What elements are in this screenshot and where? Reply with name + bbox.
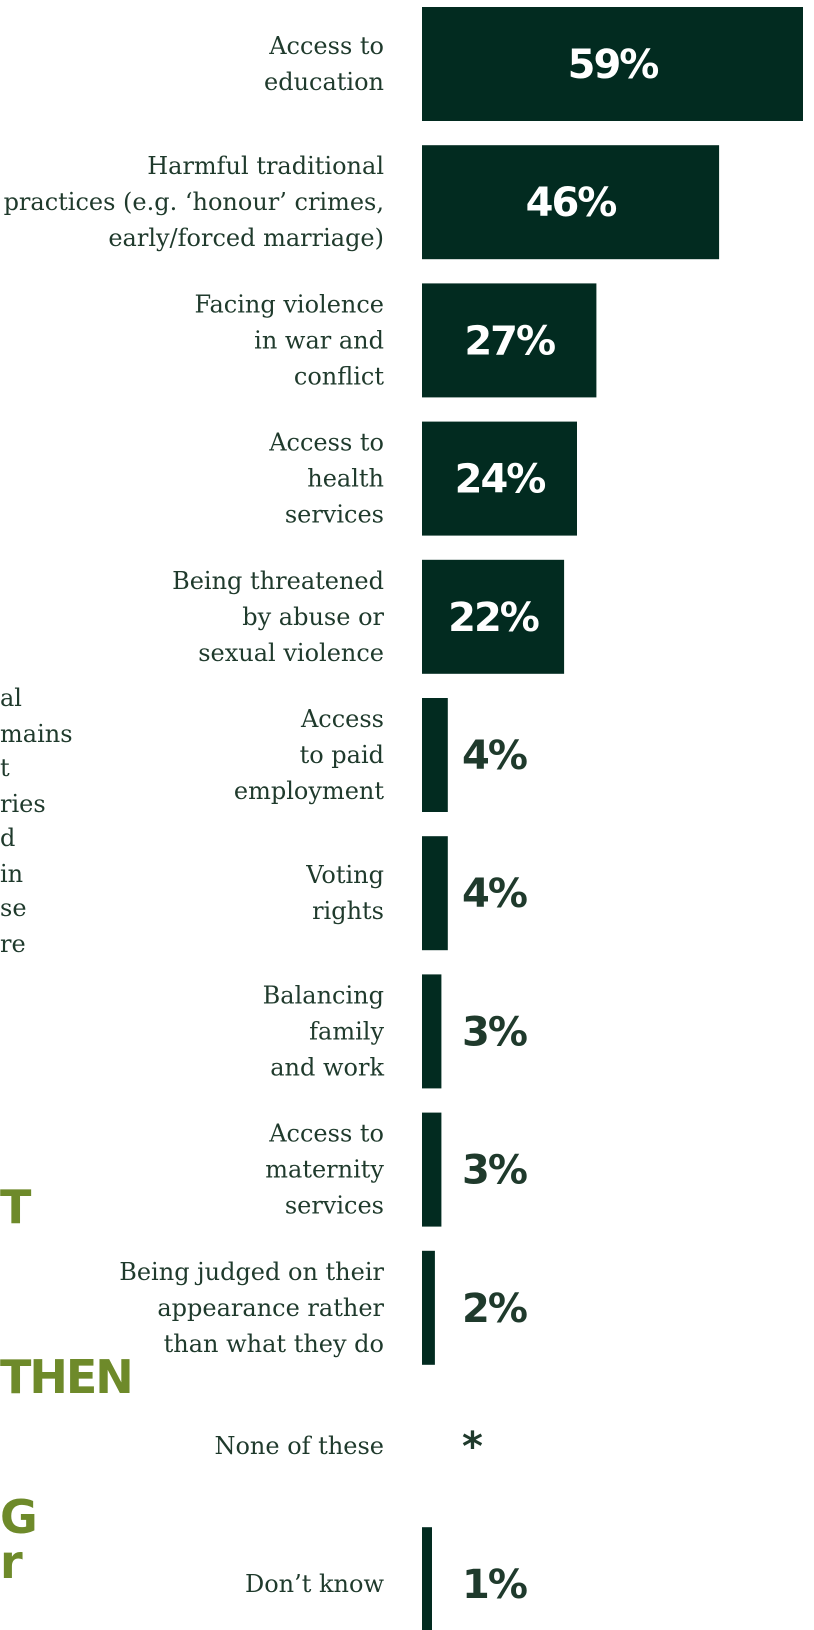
value-label-9: 3% bbox=[462, 1148, 527, 1194]
category-label-6-line-3: employment bbox=[234, 777, 384, 805]
category-label-4-line-2: health bbox=[307, 465, 384, 493]
category-label-5-line-1: Being threatened bbox=[172, 567, 384, 595]
category-label-1-line-2: education bbox=[264, 68, 384, 96]
side-text-line-8: re bbox=[0, 930, 26, 958]
value-label-5: 22% bbox=[448, 595, 539, 641]
category-label-7-line-1: Voting bbox=[305, 861, 384, 889]
bar-2 bbox=[422, 145, 720, 260]
category-label-12-line-1: Don’t know bbox=[245, 1570, 385, 1598]
bar-10 bbox=[422, 1250, 435, 1365]
value-label-2: 46% bbox=[526, 180, 617, 226]
value-label-6: 4% bbox=[462, 733, 527, 779]
value-label-8: 3% bbox=[462, 1009, 527, 1055]
side-text-line-5: d bbox=[0, 824, 16, 852]
value-label-11: * bbox=[462, 1424, 483, 1470]
side-heading-2: THEN bbox=[0, 1350, 134, 1404]
category-label-8-line-2: family bbox=[309, 1017, 384, 1045]
bar-8 bbox=[422, 974, 442, 1089]
bar-9 bbox=[422, 1112, 442, 1227]
bar-7 bbox=[422, 836, 448, 951]
category-label-10-line-3: than what they do bbox=[164, 1330, 384, 1358]
category-label-8-line-1: Balancing bbox=[263, 981, 384, 1009]
category-label-7-line-2: rights bbox=[312, 897, 384, 925]
category-label-9-line-3: services bbox=[285, 1192, 384, 1220]
category-label-1-line-1: Access to bbox=[268, 32, 384, 60]
category-label-9-line-1: Access to bbox=[268, 1120, 384, 1148]
side-text-line-2: mains bbox=[0, 720, 73, 748]
bar-3 bbox=[422, 283, 597, 398]
category-label-6-line-2: to paid bbox=[300, 741, 384, 769]
category-label-3-line-1: Facing violence bbox=[194, 290, 384, 318]
category-label-2-line-1: Harmful traditional bbox=[147, 152, 384, 180]
category-label-10-line-2: appearance rather bbox=[157, 1294, 384, 1322]
category-label-2-line-2: practices (e.g. ‘honour’ crimes, bbox=[4, 188, 384, 216]
bar-1 bbox=[422, 7, 803, 121]
category-label-3-line-3: conflict bbox=[294, 362, 384, 390]
side-heading-4: r bbox=[0, 1535, 23, 1589]
value-label-7: 4% bbox=[462, 871, 527, 917]
value-label-3: 27% bbox=[464, 318, 555, 364]
side-text-line-4: ries bbox=[0, 790, 46, 818]
bar-4 bbox=[422, 421, 577, 536]
side-text-line-6: in bbox=[0, 860, 24, 888]
side-heading-3: G bbox=[0, 1490, 38, 1544]
value-label-12: 1% bbox=[462, 1562, 527, 1608]
side-text-line-3: t bbox=[0, 754, 10, 782]
category-label-2-line-3: early/forced marriage) bbox=[108, 224, 384, 252]
bar-5 bbox=[422, 559, 565, 674]
category-label-8-line-3: and work bbox=[270, 1053, 384, 1081]
category-label-4-line-1: Access to bbox=[268, 429, 384, 457]
category-label-6-line-1: Access bbox=[300, 705, 384, 733]
value-label-4: 24% bbox=[455, 457, 546, 503]
side-text-line-1: al bbox=[0, 684, 22, 712]
side-heading-1: T bbox=[0, 1180, 31, 1234]
category-label-5-line-3: sexual violence bbox=[198, 639, 384, 667]
category-label-3-line-2: in war and bbox=[254, 326, 384, 354]
value-label-1: 59% bbox=[568, 42, 659, 88]
category-label-4-line-3: services bbox=[285, 501, 384, 529]
category-label-5-line-2: by abuse or bbox=[242, 603, 384, 631]
category-label-9-line-2: maternity bbox=[265, 1156, 384, 1184]
side-text-line-7: se bbox=[0, 894, 27, 922]
bar-12 bbox=[422, 1527, 432, 1630]
bar-6 bbox=[422, 698, 448, 812]
category-label-10-line-1: Being judged on their bbox=[119, 1258, 384, 1286]
category-label-11-line-1: None of these bbox=[214, 1432, 384, 1460]
value-label-10: 2% bbox=[462, 1286, 527, 1332]
